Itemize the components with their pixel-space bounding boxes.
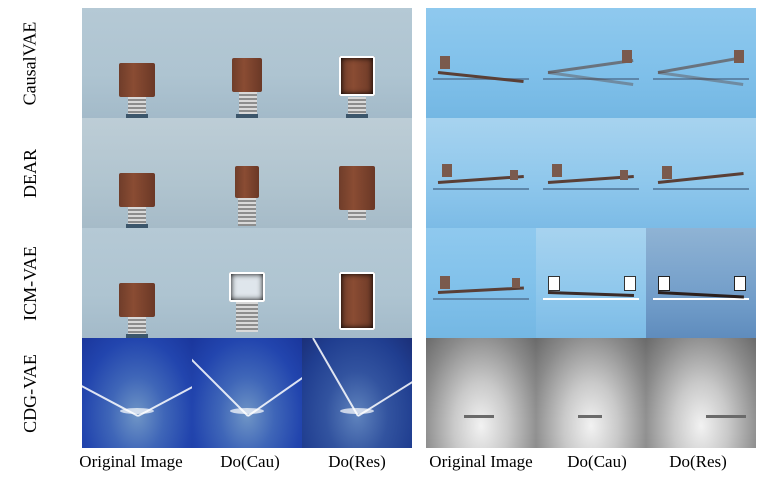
left-causalvae-docau <box>192 8 302 118</box>
left-icmvae-dores <box>302 228 412 338</box>
row-label-cdg-vae: CDG-VAE <box>19 353 40 433</box>
row-label-dear: DEAR <box>19 148 40 198</box>
right-dear-docau <box>536 118 646 228</box>
right-icmvae-dores <box>646 228 756 338</box>
col-label-left-docau: Do(Cau) <box>220 452 280 471</box>
col-label-right-original: Original Image <box>429 452 533 471</box>
right-icmvae-docau <box>536 228 646 338</box>
right-icmvae-original <box>426 228 536 338</box>
right-image-grid <box>426 8 756 448</box>
row-label-icm-vae: ICM-VAE <box>19 245 40 321</box>
col-label-left-dores: Do(Res) <box>328 452 386 471</box>
left-cdgvae-original <box>82 338 192 448</box>
left-cdgvae-dores <box>302 338 412 448</box>
left-icmvae-docau <box>192 228 302 338</box>
right-dear-original <box>426 118 536 228</box>
left-icmvae-original <box>82 228 192 338</box>
right-dear-dores <box>646 118 756 228</box>
right-causalvae-docau <box>536 8 646 118</box>
right-cdgvae-original <box>426 338 536 448</box>
left-dear-docau <box>192 118 302 228</box>
right-cdgvae-dores <box>646 338 756 448</box>
left-dear-dores <box>302 118 412 228</box>
left-image-grid <box>82 8 412 448</box>
row-label-causalvae: CausalVAE <box>19 21 40 105</box>
col-label-left-original: Original Image <box>79 452 183 471</box>
col-label-right-docau: Do(Cau) <box>567 452 627 471</box>
right-causalvae-dores <box>646 8 756 118</box>
right-causalvae-original <box>426 8 536 118</box>
left-causalvae-original <box>82 8 192 118</box>
left-causalvae-dores <box>302 8 412 118</box>
left-cdgvae-docau <box>192 338 302 448</box>
left-dear-original <box>82 118 192 228</box>
right-cdgvae-docau <box>536 338 646 448</box>
col-label-right-dores: Do(Res) <box>669 452 727 471</box>
